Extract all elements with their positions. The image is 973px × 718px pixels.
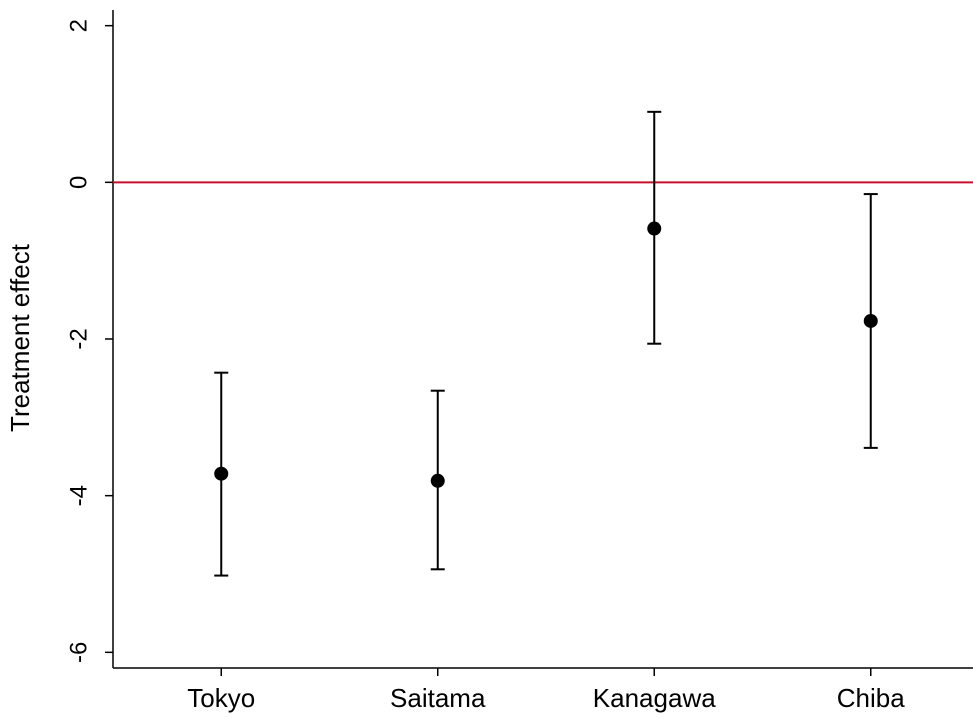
- y-tick-label: -2: [65, 328, 92, 349]
- point: [214, 466, 229, 481]
- x-tick-label: Kanagawa: [593, 683, 716, 713]
- x-tick-label: Saitama: [390, 683, 486, 713]
- y-tick-label: -6: [65, 642, 92, 663]
- point: [647, 221, 662, 236]
- y-tick-label: 0: [65, 176, 92, 189]
- point: [430, 473, 445, 488]
- point: [863, 313, 878, 328]
- x-tick-label: Chiba: [837, 683, 905, 713]
- y-axis-label: Treatment effect: [5, 243, 35, 432]
- x-tick-label: Tokyo: [187, 683, 255, 713]
- y-tick-label: 2: [65, 19, 92, 32]
- y-tick-label: -4: [65, 485, 92, 506]
